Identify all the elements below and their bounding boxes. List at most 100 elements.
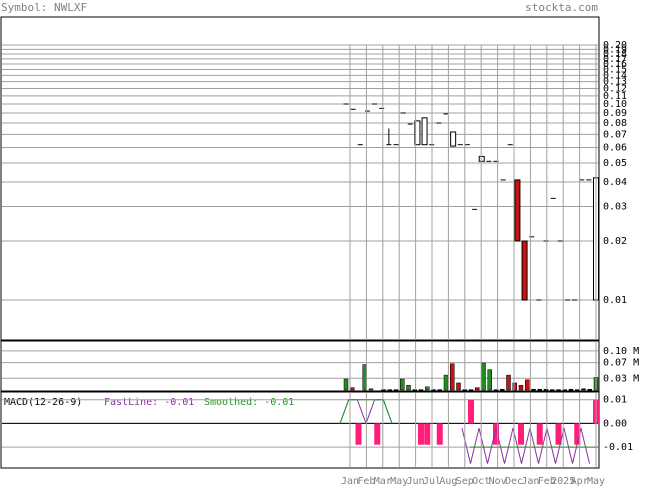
volume-bar	[506, 374, 511, 391]
volume-bar	[518, 385, 524, 391]
volume-bar	[550, 389, 555, 391]
volume-bar	[500, 388, 505, 391]
macd-title: MACD(12-26-9)	[4, 397, 82, 408]
price-tick-label: 0.03	[603, 201, 627, 212]
price-tick-label: 0.05	[603, 158, 627, 169]
volume-bar	[387, 389, 392, 391]
volume-bar	[587, 388, 592, 391]
macd-histogram-bar	[418, 423, 424, 445]
volume-bar	[487, 369, 492, 391]
price-tick-label: 0.10	[603, 99, 627, 110]
x-tick-label: Jun	[407, 476, 425, 486]
macd-histogram-bar	[518, 423, 524, 445]
x-tick-label: Aug	[439, 476, 457, 486]
volume-bar	[525, 379, 530, 391]
price-tick-label: 0.04	[603, 177, 627, 188]
macd-axis: 0.01 0.00 -0.01	[603, 395, 633, 453]
volume-tick-label: 0.10 M	[603, 346, 639, 357]
price-axis: 0.200.190.180.170.160.150.140.130.120.11…	[603, 40, 627, 306]
volume-bar	[562, 389, 567, 391]
volume-bar	[418, 389, 424, 391]
x-tick-label: Mar	[374, 476, 392, 486]
volume-tick-label: 0.03 M	[603, 373, 639, 384]
volume-tick-label: 0.07 M	[603, 358, 639, 369]
macd-tick-label: -0.01	[603, 442, 633, 453]
macd-histogram-bar	[355, 423, 362, 445]
macd-histogram-bar	[468, 399, 474, 424]
x-tick-label: Jan	[521, 476, 539, 486]
macd-grid	[2, 399, 598, 448]
x-tick-label: May	[390, 476, 408, 486]
macd-histogram-bar	[493, 423, 499, 445]
volume-bar	[450, 363, 455, 391]
macd-histogram-bar	[574, 423, 581, 445]
candle-down	[514, 179, 521, 242]
volume-bar	[543, 388, 549, 391]
volume-bar	[475, 387, 480, 391]
volume-bar	[350, 387, 355, 391]
candle-down	[521, 240, 528, 301]
macd-tick-label: 0.01	[603, 395, 627, 406]
macd-histogram-bar	[424, 423, 431, 445]
volume-bar	[537, 388, 542, 391]
volume-bar	[437, 389, 442, 391]
x-axis-labels: JanFebMarMayJunJulAugSepOctNovDecJanFeb2…	[341, 45, 605, 486]
volume-bar	[481, 362, 486, 391]
price-tick-label: 0.15	[603, 64, 627, 75]
volume-bar	[493, 389, 499, 391]
x-tick-label: Sep	[456, 476, 474, 486]
macd-smoothed-label: Smoothed: -0.01	[204, 397, 294, 408]
candles	[343, 103, 599, 301]
volume-bar	[556, 389, 561, 391]
volume-bar	[431, 389, 436, 391]
price-panel	[0, 16, 600, 341]
price-grid	[2, 44, 598, 301]
price-tick-label: 0.07	[603, 129, 627, 140]
x-tick-label: May	[587, 476, 605, 486]
volume-bar	[393, 389, 399, 391]
macd-histogram-bar	[436, 423, 443, 445]
macd-fast-label: FastLine: -0.01	[104, 397, 194, 408]
price-tick-label: 0.01	[603, 295, 627, 306]
macd-panel	[0, 391, 600, 469]
volume-bar	[425, 386, 430, 391]
price-tick-label: 0.11	[603, 91, 627, 102]
x-tick-label: Nov	[489, 476, 507, 486]
site-label: stockta.com	[525, 1, 598, 14]
candle-up	[421, 117, 428, 146]
x-tick-label: Jul	[423, 476, 441, 486]
volume-bar	[512, 382, 517, 391]
volume-bar	[575, 389, 580, 391]
price-tick-label: 0.12	[603, 83, 627, 94]
x-tick-label: Oct	[472, 476, 490, 486]
price-tick-label: 0.20	[603, 40, 627, 51]
price-tick-label: 0.14	[603, 70, 627, 81]
price-tick-label: 0.19	[603, 44, 627, 55]
price-tick-label: 0.08	[603, 118, 627, 129]
volume-bar	[443, 374, 449, 391]
candle-up	[414, 120, 421, 146]
volume-grid	[2, 350, 598, 379]
price-tick-label: 0.13	[603, 77, 627, 88]
price-tick-label: 0.16	[603, 59, 627, 70]
x-tick-label: Feb	[357, 476, 375, 486]
volume-bar	[531, 388, 536, 391]
x-tick-label: 2025	[551, 476, 575, 486]
candle-up	[450, 131, 457, 147]
volume-bar	[581, 388, 586, 391]
candle-up	[478, 155, 485, 162]
volume-bar	[468, 389, 474, 391]
price-tick-label: 0.17	[603, 54, 627, 65]
volume-bar	[568, 388, 574, 391]
volume-bar	[406, 385, 411, 391]
volume-bar	[368, 388, 374, 391]
volume-panel	[0, 340, 600, 392]
volume-bar	[343, 378, 349, 391]
volume-bar	[400, 378, 405, 391]
x-tick-label: Apr	[571, 476, 589, 486]
x-tick-label: Feb	[538, 476, 556, 486]
volume-axis: 0.10 M0.07 M 0.03 M	[603, 346, 639, 384]
macd-histogram-bar	[536, 423, 543, 445]
price-tick-label: 0.09	[603, 108, 627, 119]
